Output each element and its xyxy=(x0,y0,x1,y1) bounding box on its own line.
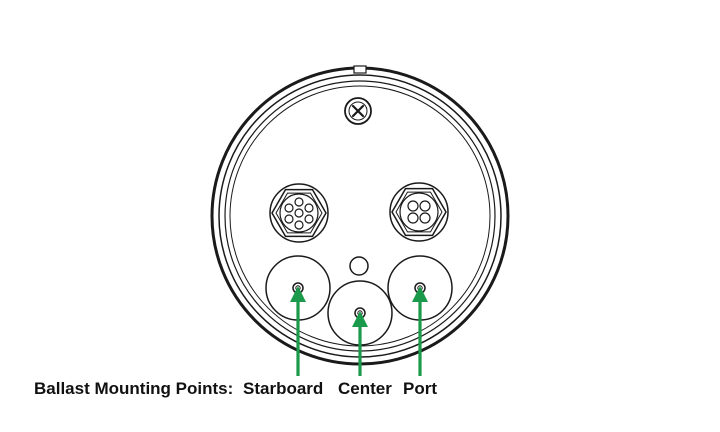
ballast-mounting-title: Ballast Mounting Points: xyxy=(34,379,234,398)
vent-hole xyxy=(349,256,369,276)
four-pin-connector-icon xyxy=(389,182,449,242)
center-label: Center xyxy=(338,379,392,398)
starboard-label: Starboard xyxy=(243,379,324,398)
six-pin-connector-icon xyxy=(269,183,329,243)
port-label: Port xyxy=(403,379,437,398)
phillips-screw-icon xyxy=(344,97,372,125)
